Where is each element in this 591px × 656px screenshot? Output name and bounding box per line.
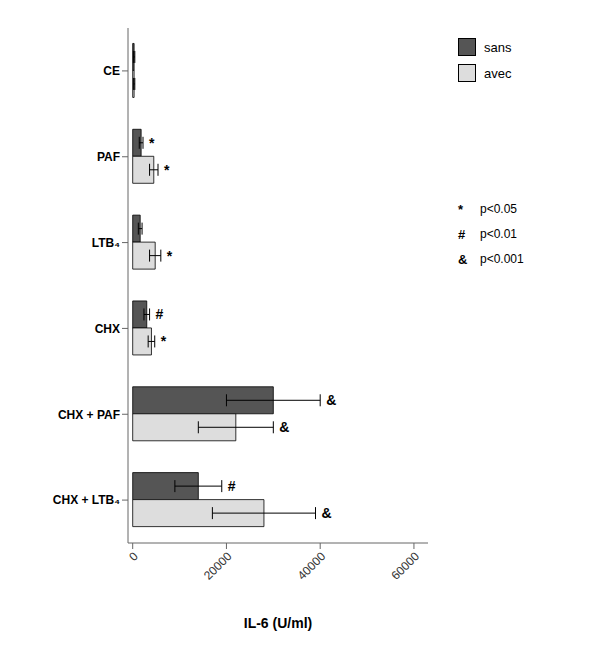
svg-text:20000: 20000 <box>201 549 235 583</box>
html-text:sans: sans <box>484 39 512 55</box>
html-text:p<0.05: p<0.05 <box>480 202 517 216</box>
html-text:p<0.01: p<0.01 <box>480 227 517 241</box>
svg-text:60000: 60000 <box>389 549 423 583</box>
svg-text:IL-6 (U/ml): IL-6 (U/ml) <box>244 615 312 631</box>
svg-text:*: * <box>161 333 167 349</box>
svg-text:CHX + LTB₄: CHX + LTB₄ <box>53 493 120 507</box>
svg-text:CE: CE <box>103 64 120 78</box>
svg-text:#: # <box>156 306 164 322</box>
svg-text:CHX: CHX <box>95 322 120 336</box>
svg-text:PAF: PAF <box>97 150 120 164</box>
svg-text:*: * <box>149 135 155 151</box>
svg-text:*: * <box>167 248 173 264</box>
svg-text:&: & <box>326 392 336 408</box>
svg-text:#: # <box>228 478 236 494</box>
html-text:p<0.001: p<0.001 <box>480 252 524 266</box>
svg-text:*: * <box>164 162 170 178</box>
svg-text:40000: 40000 <box>295 549 329 583</box>
svg-text:CHX + PAF: CHX + PAF <box>58 408 120 422</box>
html-text:avec: avec <box>484 65 512 81</box>
svg-text:&: & <box>279 419 289 435</box>
svg-text:&: & <box>322 505 332 521</box>
svg-text:LTB₄: LTB₄ <box>92 236 120 250</box>
svg-text:0: 0 <box>126 549 141 564</box>
